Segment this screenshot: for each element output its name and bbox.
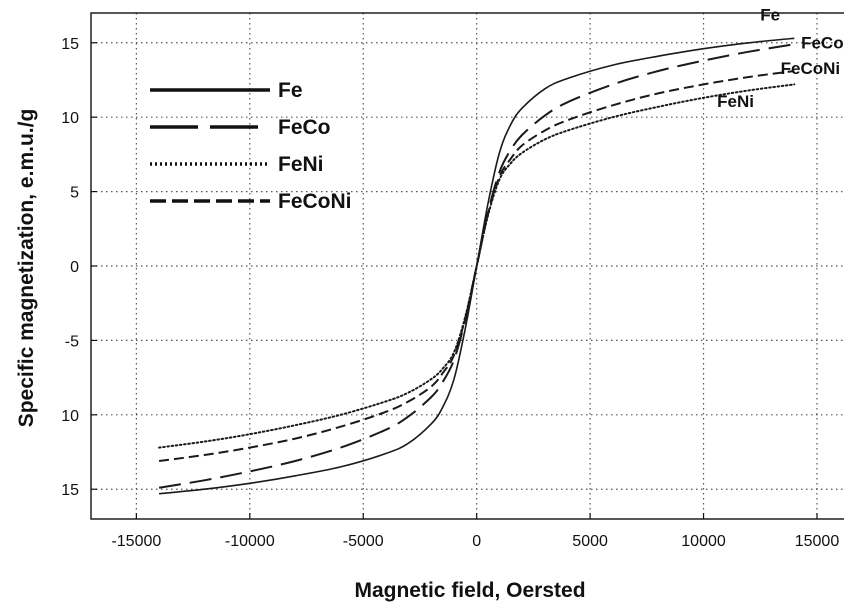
- y-tick-label: 5: [70, 185, 79, 202]
- curve-label-feco: FeCo: [801, 34, 844, 53]
- legend-label-fe: Fe: [278, 79, 303, 102]
- curve-label-feni: FeNi: [717, 92, 754, 111]
- series-line-feconi: [158, 70, 795, 462]
- y-tick-label: 0: [70, 259, 79, 276]
- legend-label-feconi: FeCoNi: [278, 190, 352, 213]
- y-tick-label: 15: [61, 482, 79, 499]
- x-tick-label: 0: [472, 533, 481, 550]
- y-tick-label: 10: [61, 110, 79, 127]
- legend-label-feni: FeNi: [278, 153, 324, 176]
- x-tick-label: -10000: [225, 533, 275, 550]
- ticks: -15000 -10000 -5000 0 5000 10000 15000 15 10 5 0 -5…: [61, 36, 839, 550]
- x-tick-label: 15000: [795, 533, 840, 550]
- x-tick-label: -15000: [111, 533, 161, 550]
- y-tick-label: 10: [61, 408, 79, 425]
- legend: Fe FeCo FeNi FeCoNi: [150, 79, 352, 213]
- x-tick-label: -5000: [343, 533, 384, 550]
- curve-labels: Fe FeCo FeCoNi FeNi: [717, 5, 843, 110]
- curve-label-fe: Fe: [760, 5, 780, 24]
- grid: [91, 13, 844, 519]
- legend-label-feco: FeCo: [278, 116, 331, 139]
- y-tick-label: -5: [65, 333, 79, 350]
- y-axis-title: Specific magnetization, e.m.u./g: [15, 109, 38, 428]
- x-tick-label: 10000: [681, 533, 726, 550]
- series-line-feni: [158, 83, 796, 449]
- x-axis-title: Magnetic field, Oersted: [354, 579, 585, 602]
- series-line-feco: [158, 43, 795, 489]
- curve-label-feconi: FeCoNi: [781, 59, 841, 78]
- series-layer: [158, 37, 796, 495]
- x-tick-label: 5000: [572, 533, 608, 550]
- y-tick-label: 15: [61, 36, 79, 53]
